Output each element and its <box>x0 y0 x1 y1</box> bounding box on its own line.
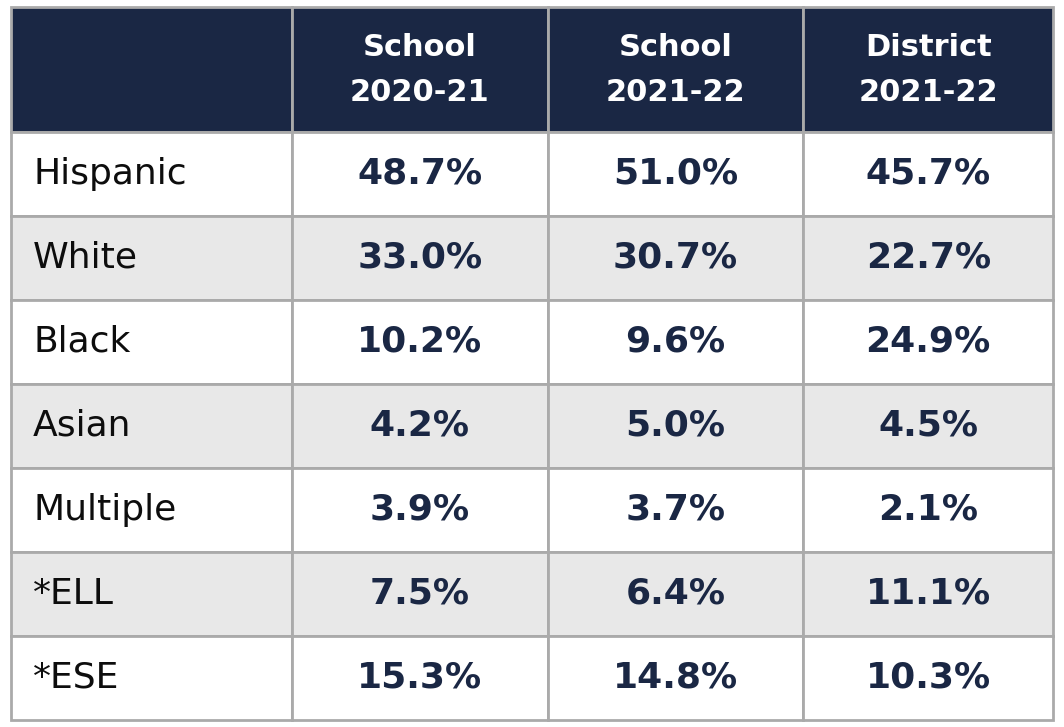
Bar <box>803 552 1053 635</box>
Bar <box>11 7 293 132</box>
Text: 48.7%: 48.7% <box>358 157 482 191</box>
Text: *ELL: *ELL <box>33 577 114 611</box>
Text: 24.9%: 24.9% <box>866 325 991 359</box>
Bar <box>803 468 1053 552</box>
Text: 33.0%: 33.0% <box>358 241 482 275</box>
Text: Hispanic: Hispanic <box>33 157 187 191</box>
Bar <box>11 552 293 635</box>
Bar <box>548 552 803 635</box>
Text: 22.7%: 22.7% <box>866 241 991 275</box>
Text: 10.3%: 10.3% <box>866 661 991 695</box>
Text: 30.7%: 30.7% <box>613 241 738 275</box>
Bar <box>293 468 548 552</box>
Bar <box>11 384 293 468</box>
Bar <box>548 468 803 552</box>
Bar <box>293 216 548 300</box>
Text: Asian: Asian <box>33 409 132 443</box>
Text: School: School <box>363 33 477 62</box>
Text: 2021-22: 2021-22 <box>605 78 745 107</box>
Bar <box>548 635 803 720</box>
Bar <box>803 635 1053 720</box>
Text: 11.1%: 11.1% <box>866 577 991 611</box>
Bar <box>11 300 293 384</box>
Bar <box>293 7 548 132</box>
Bar <box>803 384 1053 468</box>
Bar <box>293 132 548 216</box>
Text: 51.0%: 51.0% <box>613 157 738 191</box>
Text: 6.4%: 6.4% <box>626 577 726 611</box>
Text: School: School <box>618 33 732 62</box>
Text: 7.5%: 7.5% <box>370 577 470 611</box>
Bar <box>11 216 293 300</box>
Text: 9.6%: 9.6% <box>626 325 726 359</box>
Text: White: White <box>33 241 138 275</box>
Text: 3.7%: 3.7% <box>626 493 726 527</box>
Text: 2021-22: 2021-22 <box>859 78 998 107</box>
Bar <box>803 7 1053 132</box>
Text: 3.9%: 3.9% <box>370 493 470 527</box>
Bar <box>803 132 1053 216</box>
Bar <box>548 216 803 300</box>
Bar <box>11 468 293 552</box>
Bar <box>293 384 548 468</box>
Bar <box>548 384 803 468</box>
Bar <box>11 132 293 216</box>
Text: 5.0%: 5.0% <box>626 409 726 443</box>
Text: 14.8%: 14.8% <box>613 661 738 695</box>
Bar <box>293 552 548 635</box>
Bar <box>548 300 803 384</box>
Text: 2020-21: 2020-21 <box>350 78 489 107</box>
Text: 15.3%: 15.3% <box>358 661 482 695</box>
Bar <box>803 300 1053 384</box>
Text: *ESE: *ESE <box>33 661 119 695</box>
Text: 10.2%: 10.2% <box>358 325 482 359</box>
Bar <box>293 300 548 384</box>
Text: 4.5%: 4.5% <box>878 409 978 443</box>
Text: Black: Black <box>33 325 131 359</box>
Text: 2.1%: 2.1% <box>878 493 978 527</box>
Bar <box>548 7 803 132</box>
Text: 45.7%: 45.7% <box>866 157 991 191</box>
Bar <box>548 132 803 216</box>
Bar <box>11 635 293 720</box>
Text: Multiple: Multiple <box>33 493 177 527</box>
Text: 4.2%: 4.2% <box>370 409 470 443</box>
Bar <box>293 635 548 720</box>
Bar <box>803 216 1053 300</box>
Text: District: District <box>865 33 992 62</box>
